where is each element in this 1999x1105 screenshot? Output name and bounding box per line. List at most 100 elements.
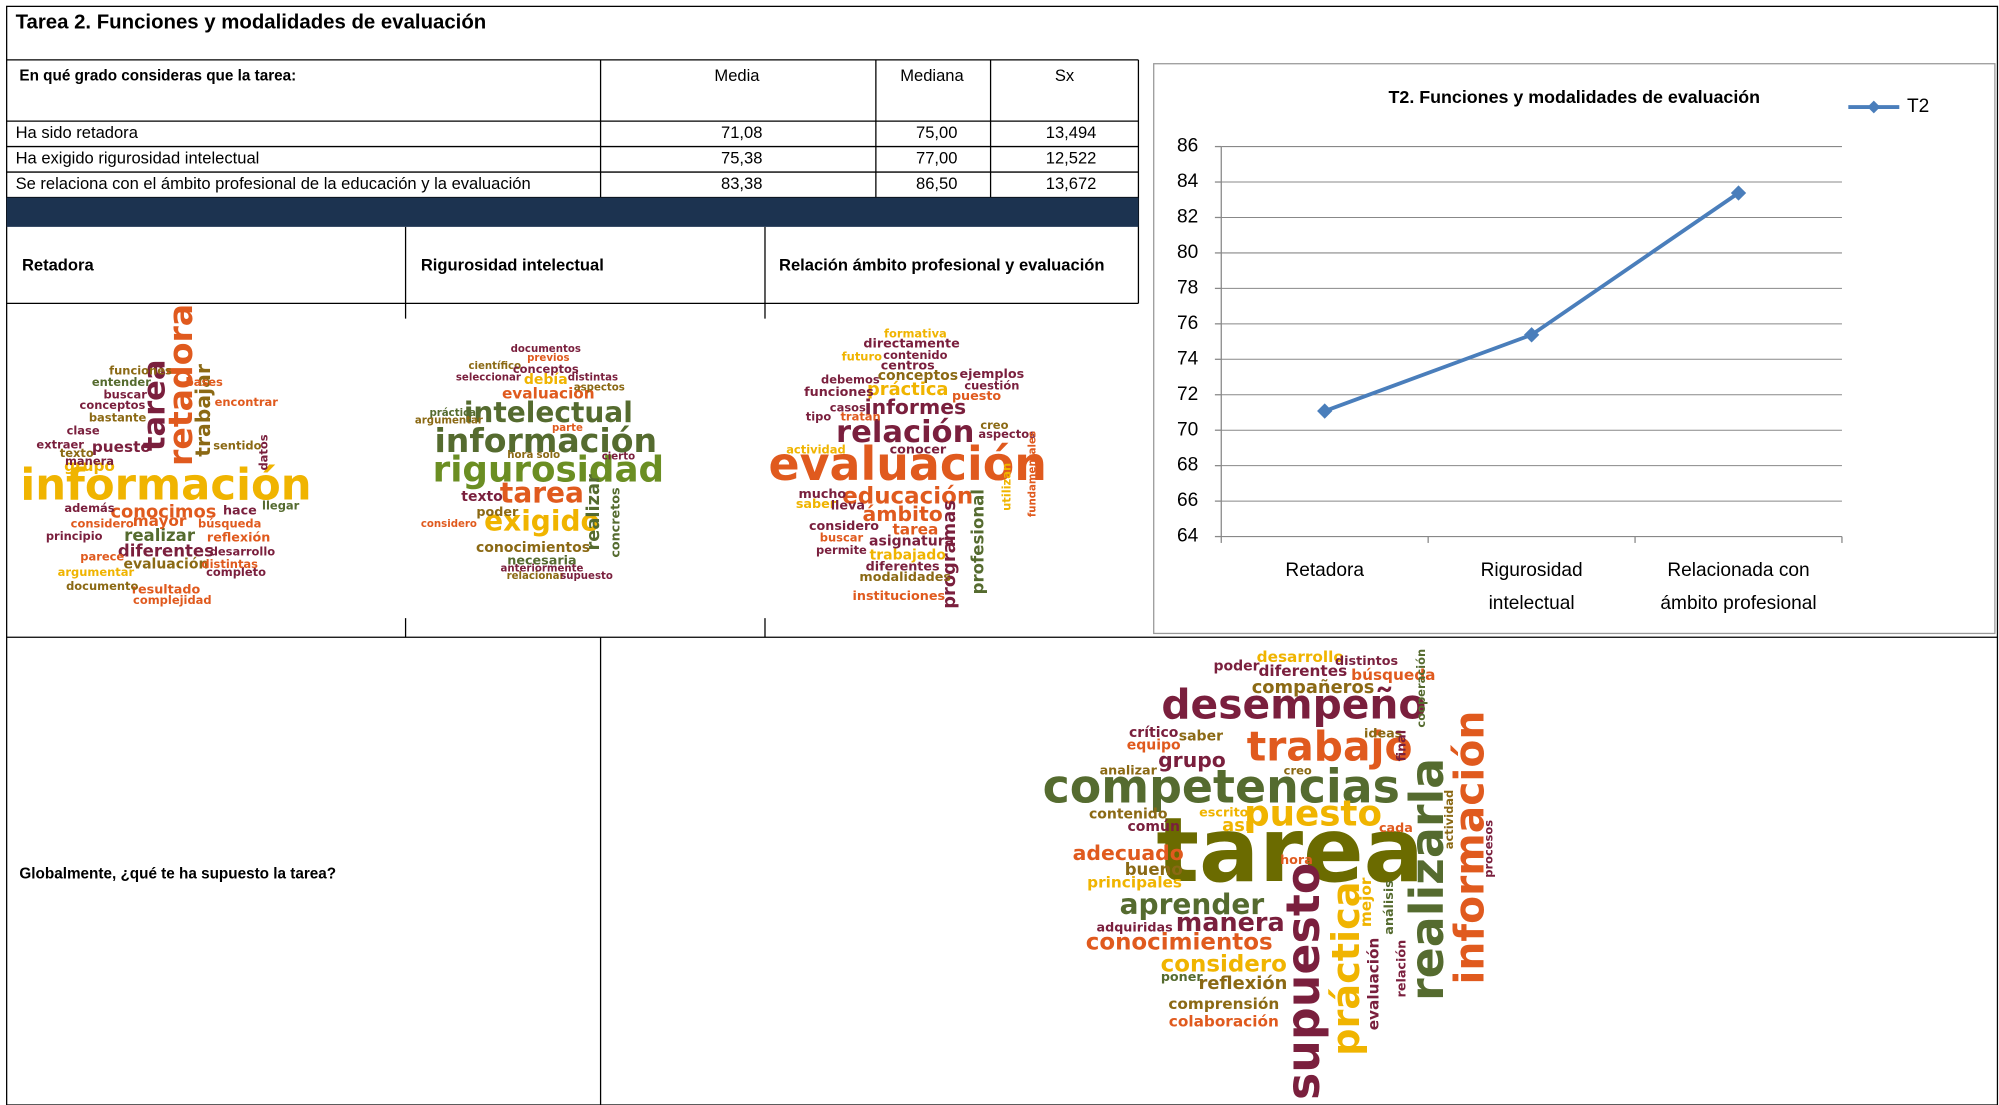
cloud-word: principio bbox=[46, 529, 103, 543]
table-cell: Ha sido retadora bbox=[16, 123, 139, 142]
cloud-word: contenido bbox=[883, 348, 947, 362]
cloud-word: actividad bbox=[1442, 790, 1456, 850]
dark-band bbox=[6, 197, 1139, 227]
cloud-word: saber bbox=[796, 497, 837, 512]
cloud-word: adecuado bbox=[1073, 841, 1184, 865]
cloud-word: completo bbox=[206, 565, 266, 579]
cloud-word: conceptos bbox=[878, 368, 958, 384]
table-cell: 13,672 bbox=[1046, 174, 1097, 193]
cloud-word: información bbox=[434, 421, 657, 460]
y-tick-label: 64 bbox=[1177, 526, 1199, 547]
cloud-word: debemos bbox=[821, 372, 880, 386]
cloud-word: relación bbox=[836, 415, 974, 450]
x-tick-label: Rigurosidad bbox=[1481, 560, 1583, 581]
cloud-word: grupo bbox=[64, 457, 115, 475]
cloud-word: seleccionar bbox=[456, 372, 521, 383]
table-cell: 77,00 bbox=[916, 149, 957, 168]
cloud-word: puesto bbox=[92, 438, 151, 456]
cloud-word: evaluación bbox=[769, 437, 1047, 491]
cloud-word: desarrollo bbox=[1257, 648, 1344, 666]
cloud-word: bueno bbox=[1125, 860, 1183, 879]
cloud-word: realizar bbox=[124, 526, 196, 545]
cloud-word: aspectos bbox=[574, 382, 625, 393]
cloud-word: argumentar bbox=[58, 565, 135, 579]
cloud-word: entender bbox=[92, 375, 151, 389]
cloud-word: común bbox=[1127, 819, 1179, 835]
table-cell: Se relaciona con el ámbito profesional d… bbox=[16, 174, 531, 193]
cloud-word: texto bbox=[461, 489, 503, 505]
cloud-word: creo bbox=[1284, 764, 1312, 778]
y-tick-label: 70 bbox=[1177, 419, 1198, 440]
cloud-word: evaluación bbox=[123, 557, 208, 573]
cloud-word: cada bbox=[1379, 821, 1413, 836]
cloud-word: cierto bbox=[602, 451, 635, 462]
cloud-word: conocer bbox=[890, 442, 947, 457]
cloud-word: búsqueda bbox=[1351, 666, 1435, 684]
y-tick-label: 72 bbox=[1177, 384, 1198, 405]
y-tick-label: 86 bbox=[1177, 136, 1198, 157]
table-cell: 71,08 bbox=[721, 123, 762, 142]
table-cell: 13,494 bbox=[1046, 123, 1097, 142]
cloud-word: creo bbox=[980, 418, 1008, 432]
cloud-word: tratan bbox=[840, 409, 880, 423]
cloud-word: ideas bbox=[1364, 727, 1402, 742]
table-header: Media bbox=[714, 66, 760, 85]
cloud-word: tarea bbox=[500, 477, 584, 510]
cloud-word: funciones bbox=[109, 363, 172, 377]
cloud-word: analizar bbox=[1100, 764, 1158, 779]
cloud-word: cuestión bbox=[964, 379, 1019, 393]
cloud-word: exigido bbox=[484, 505, 600, 538]
cloud-word: tarea bbox=[892, 521, 938, 539]
question: Globalmente, ¿qué te ha supuesto la tare… bbox=[19, 865, 336, 882]
cloud-word: mejor bbox=[1357, 877, 1375, 927]
cloud-word: trabajado bbox=[870, 548, 947, 564]
cloud-word: realizarla bbox=[1400, 758, 1454, 1001]
cloud-word: tipo bbox=[806, 409, 832, 423]
cloud-word: parte bbox=[552, 423, 583, 434]
cloud-word: conocimientos bbox=[1086, 930, 1273, 956]
cloud-word: encontrar bbox=[215, 395, 279, 409]
cloud-word: rigurosidad bbox=[433, 450, 664, 491]
y-tick-label: 84 bbox=[1177, 171, 1199, 192]
cloud-word: bastante bbox=[89, 411, 147, 425]
cloud-word: práctica bbox=[1325, 881, 1369, 1055]
cloud-word: fundamentales bbox=[1028, 431, 1039, 517]
cloud-word: relación bbox=[1395, 940, 1410, 998]
y-tick-label: 66 bbox=[1177, 490, 1198, 511]
cloud-word: puesto bbox=[952, 389, 1001, 404]
cloud-word: comprensión bbox=[1168, 995, 1279, 1013]
cloud-word: trabajo bbox=[1247, 722, 1413, 770]
doc-title: Tarea 2. Funciones y modalidades de eval… bbox=[16, 11, 487, 33]
cloud-word: escrito bbox=[1199, 806, 1248, 821]
cloud-word: asignatura bbox=[869, 534, 954, 550]
y-tick-label: 68 bbox=[1177, 455, 1198, 476]
cloud-word: diferentes bbox=[1258, 662, 1347, 680]
chart-title: T2. Funciones y modalidades de evaluació… bbox=[1389, 87, 1761, 107]
cloud-word: programas bbox=[939, 500, 960, 609]
cloud-word: concretos bbox=[608, 487, 623, 557]
cloud-word: diferentes bbox=[866, 560, 940, 575]
cloud-word: principales bbox=[1087, 874, 1182, 892]
cloud-word: conocimientos bbox=[476, 540, 590, 556]
cloud-word: considero bbox=[421, 519, 477, 530]
cloud-word: necesaria bbox=[507, 553, 576, 568]
table-cell: 86,50 bbox=[916, 174, 957, 193]
cloud-word: considero bbox=[809, 519, 879, 534]
cloud-word: poder bbox=[476, 505, 519, 520]
cloud-word: considero bbox=[71, 516, 134, 530]
cloud-word: utilizan bbox=[1000, 463, 1014, 511]
cloud-word: texto bbox=[60, 446, 94, 460]
cloud-word: argumentar bbox=[415, 416, 483, 427]
cloud-word: aprender bbox=[1120, 888, 1265, 921]
cloud-word: informes bbox=[865, 395, 967, 419]
cloud-word: ámbito bbox=[862, 502, 942, 526]
cloud-word: manera bbox=[1176, 908, 1285, 938]
cloud-word: evaluación bbox=[1365, 938, 1383, 1031]
cloud-word: así bbox=[1222, 815, 1252, 836]
x-tick-label: Relacionada con bbox=[1667, 560, 1809, 581]
x-tick-label: Retadora bbox=[1285, 560, 1364, 581]
cloud-word: información bbox=[20, 461, 311, 511]
chart-frame bbox=[1153, 63, 1996, 635]
cloud-header: Rigurosidad intelectual bbox=[421, 256, 604, 275]
